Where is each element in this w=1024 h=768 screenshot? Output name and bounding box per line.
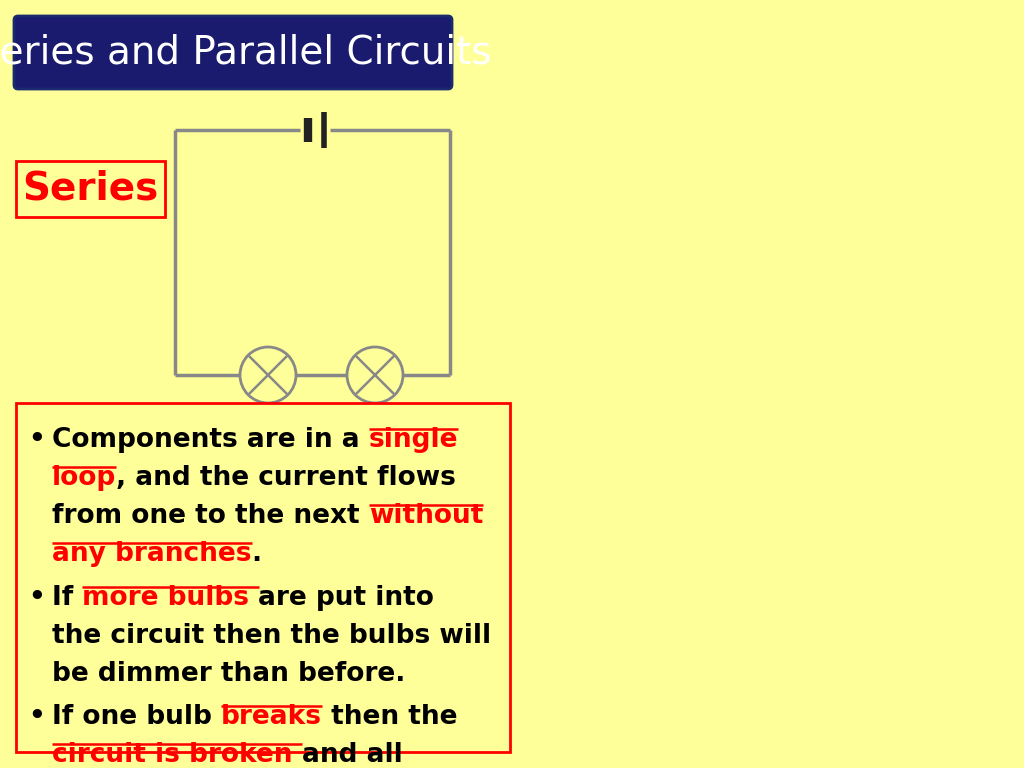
FancyBboxPatch shape [16,161,165,217]
Text: any branches: any branches [52,541,252,567]
Text: loop: loop [52,465,117,491]
Text: are put into: are put into [258,584,434,611]
Text: circuit is broken: circuit is broken [52,743,302,768]
Text: •: • [28,584,45,611]
Text: without: without [369,503,483,529]
Text: then the: then the [322,704,458,730]
Text: Components are in a: Components are in a [52,427,369,453]
Text: Series: Series [23,170,159,208]
Text: breaks: breaks [221,704,322,730]
Text: and all: and all [302,743,402,768]
Text: be dimmer than before.: be dimmer than before. [52,660,406,687]
Text: single: single [369,427,459,453]
Text: •: • [28,704,45,730]
Text: If one bulb: If one bulb [52,704,221,730]
Text: , and the current flows: , and the current flows [117,465,456,491]
Text: from one to the next: from one to the next [52,503,369,529]
Text: .: . [252,541,261,567]
Text: the circuit then the bulbs will: the circuit then the bulbs will [52,623,492,649]
Text: more bulbs: more bulbs [82,584,258,611]
Text: •: • [28,427,45,453]
Text: If: If [52,584,82,611]
FancyBboxPatch shape [16,403,510,752]
Text: Series and Parallel Circuits: Series and Parallel Circuits [0,34,492,71]
FancyBboxPatch shape [14,16,452,89]
